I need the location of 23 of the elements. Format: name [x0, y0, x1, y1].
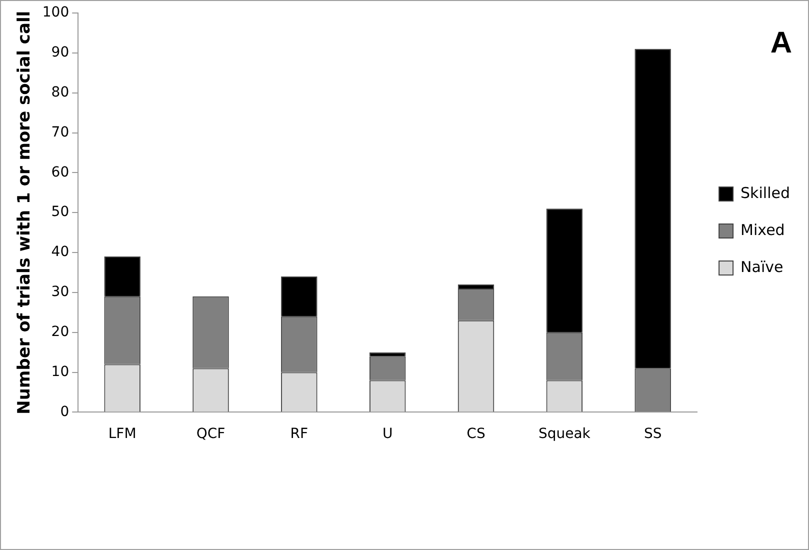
x-tick-label: U — [382, 426, 393, 442]
y-tick-label: 30 — [51, 284, 70, 300]
y-tick-label: 70 — [51, 124, 70, 140]
y-tick-label: 90 — [51, 44, 70, 61]
legend-label: Mixed — [740, 220, 785, 239]
y-axis-title: Number of trials with 1 or more social call — [14, 10, 35, 414]
legend-label: Naïve — [740, 258, 784, 276]
y-tick-label: 0 — [60, 404, 70, 420]
x-tick-label: QCF — [196, 426, 226, 442]
y-tick-label: 40 — [51, 244, 70, 260]
x-tick-label: RF — [290, 426, 308, 442]
y-tick-label: 20 — [51, 324, 70, 340]
y-tick-label: 100 — [42, 4, 70, 21]
y-tick-label: 10 — [51, 364, 70, 380]
x-tick-label: SS — [644, 426, 662, 442]
y-tick-label: 50 — [51, 204, 70, 220]
x-tick-label: Squeak — [538, 426, 592, 442]
y-tick-label: 60 — [51, 164, 70, 180]
x-tick-label: CS — [466, 426, 486, 442]
y-tick-label: 80 — [51, 84, 70, 100]
x-tick-label: LFM — [108, 426, 136, 442]
legend-label: Skilled — [740, 184, 790, 202]
text: A — [770, 26, 792, 60]
